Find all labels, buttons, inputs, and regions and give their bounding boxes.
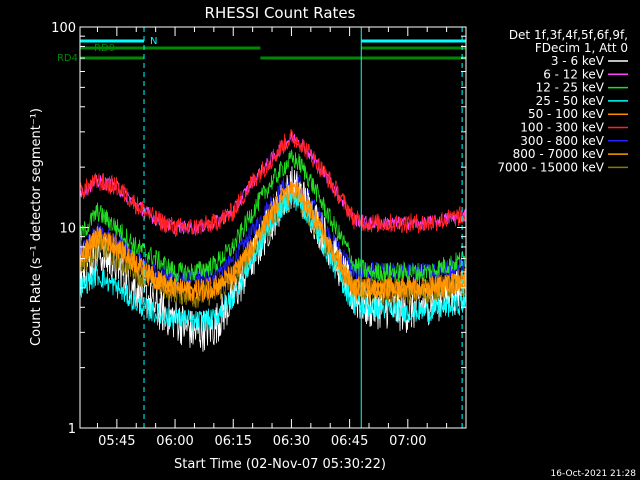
series-line-7 [79, 182, 467, 302]
footer-timestamp: 16-Oct-2021 21:28 [551, 469, 637, 479]
x-axis-label: Start Time (02-Nov-07 05:30:22) [174, 457, 386, 472]
x-tick-label: 06:00 [156, 434, 193, 449]
y-tick-label: 10 [59, 222, 76, 237]
x-tick-label: 07:00 [389, 434, 426, 449]
x-tick-label: 06:45 [331, 434, 368, 449]
x-tick-label: 05:45 [98, 434, 135, 449]
legend-header-line-2: FDecim 1, Att 0 [535, 41, 628, 55]
flag-label: RD0 [94, 43, 115, 54]
legend-header-line-1: Det 1f,3f,4f,5f,6f,9f, [509, 28, 628, 42]
flag-label: RD4 [57, 53, 78, 64]
legend: Det 1f,3f,4f,5f,6f,9f, FDecim 1, Att 0 3… [497, 28, 628, 174]
legend-label-3: 25 - 50 keV [536, 94, 605, 108]
legend-label-5: 100 - 300 keV [520, 121, 604, 135]
legend-label-8: 7000 - 15000 keV [497, 160, 604, 174]
legend-label-7: 800 - 7000 keV [513, 147, 605, 161]
legend-label-6: 300 - 800 keV [520, 134, 604, 148]
legend-label-0: 3 - 6 keV [551, 54, 605, 68]
x-tick-label: 06:15 [215, 434, 252, 449]
series-line-5 [79, 129, 467, 238]
y-tick-label: 1 [68, 422, 76, 437]
legend-label-2: 12 - 25 keV [536, 81, 605, 95]
chart-title: RHESSI Count Rates [205, 4, 356, 22]
flag-bars: N RD0 RD4 [57, 36, 466, 64]
series-group [79, 129, 467, 352]
legend-label-1: 6 - 12 keV [543, 67, 605, 81]
y-axis-label: Count Rate (s⁻¹ detector segment⁻¹) [29, 108, 44, 346]
axes: 1 10 100 05:45 06:00 06:15 06:30 06:45 07:00 [51, 21, 467, 449]
y-tick-label: 100 [51, 21, 76, 36]
legend-label-4: 50 - 100 keV [528, 107, 605, 121]
x-tick-label: 06:30 [273, 434, 310, 449]
flag-label: N [150, 36, 157, 47]
series-line-3 [79, 190, 467, 332]
